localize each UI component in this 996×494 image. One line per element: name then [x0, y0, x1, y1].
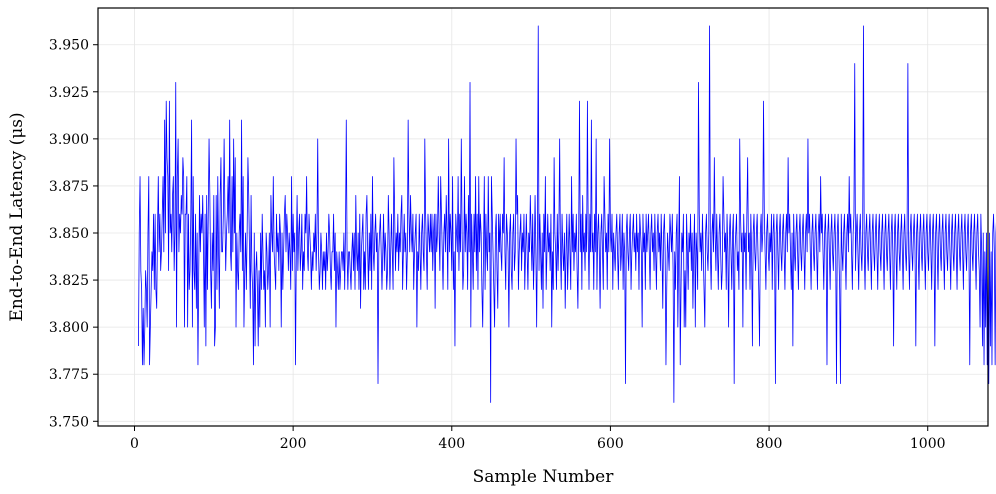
y-tick-label: 3.775	[49, 367, 89, 383]
latency-series-line	[138, 25, 996, 403]
y-tick-label: 3.900	[49, 132, 89, 148]
plot-area-frame	[97, 7, 989, 427]
x-gridlines	[134, 8, 929, 426]
y-tick-label: 3.875	[49, 179, 89, 195]
y-tick-label: 3.950	[49, 38, 89, 54]
y-tick-label: 3.825	[49, 273, 89, 289]
x-tick-label: 1000	[910, 436, 946, 452]
x-tick-label: 0	[130, 436, 139, 452]
x-axis-label: Sample Number	[473, 467, 615, 487]
y-tick-label: 3.850	[49, 226, 89, 242]
x-axis-ticks: 0 200 400 600 800 1000	[130, 426, 946, 452]
x-tick-label: 400	[438, 436, 465, 452]
y-axis-ticks: 3.750 3.775 3.800 3.825 3.850 3.875 3.900 3.925…	[49, 38, 98, 430]
series-layer	[138, 25, 996, 403]
x-tick-label: 800	[756, 436, 783, 452]
y-tick-label: 3.925	[49, 85, 89, 101]
y-tick-label: 3.800	[49, 320, 89, 336]
y-axis-label: End-to-End Latency (μs)	[7, 112, 27, 321]
x-tick-label: 200	[280, 436, 307, 452]
x-tick-label: 600	[597, 436, 624, 452]
y-tick-label: 3.750	[49, 414, 89, 430]
